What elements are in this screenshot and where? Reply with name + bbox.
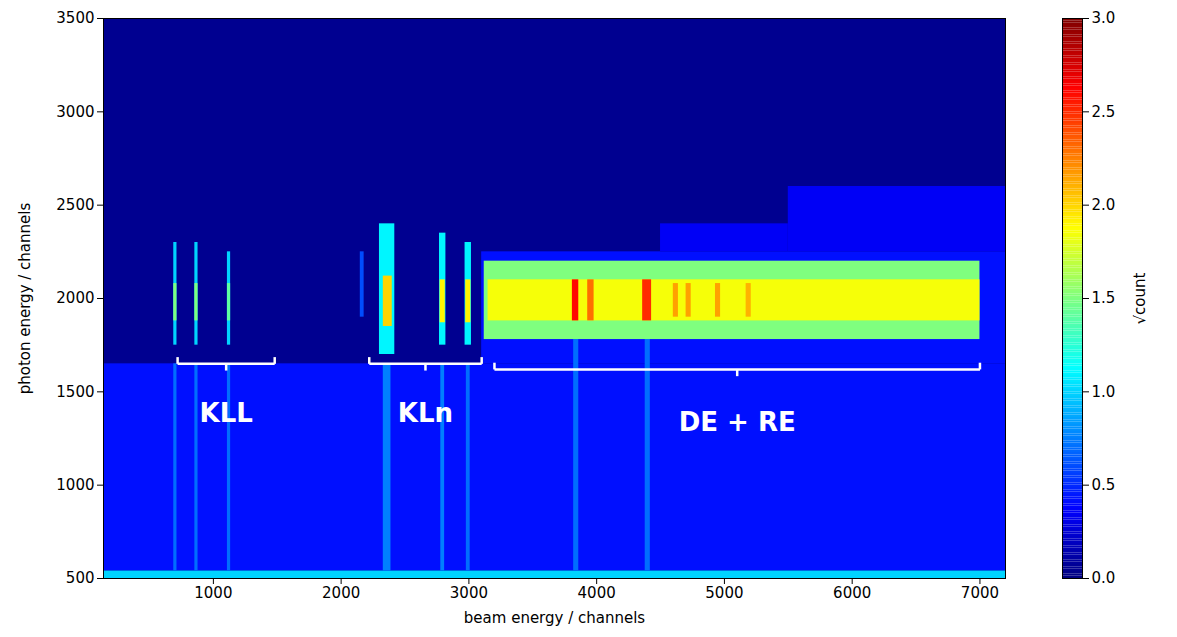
svg-text:6000: 6000 <box>833 584 871 602</box>
svg-text:2500: 2500 <box>56 196 94 214</box>
svg-text:1.5: 1.5 <box>1092 289 1116 307</box>
svg-text:photon energy / channels: photon energy / channels <box>16 203 34 395</box>
svg-text:500: 500 <box>66 569 95 587</box>
svg-text:2.5: 2.5 <box>1092 103 1116 121</box>
svg-text:2.0: 2.0 <box>1092 196 1116 214</box>
svg-text:DE + RE: DE + RE <box>679 407 796 437</box>
svg-text:2000: 2000 <box>322 584 360 602</box>
svg-text:0.5: 0.5 <box>1092 476 1116 494</box>
svg-text:5000: 5000 <box>705 584 743 602</box>
svg-text:3000: 3000 <box>450 584 488 602</box>
svg-text:2000: 2000 <box>56 289 94 307</box>
svg-text:1000: 1000 <box>56 476 94 494</box>
svg-text:KLn: KLn <box>398 398 453 428</box>
svg-text:1.0: 1.0 <box>1092 383 1116 401</box>
svg-text:1500: 1500 <box>56 383 94 401</box>
svg-text:0.0: 0.0 <box>1092 569 1116 587</box>
svg-text:4000: 4000 <box>578 584 616 602</box>
svg-text:KLL: KLL <box>200 398 253 428</box>
svg-text:3500: 3500 <box>56 9 94 27</box>
svg-text:7000: 7000 <box>961 584 999 602</box>
svg-text:3000: 3000 <box>56 103 94 121</box>
svg-text:1000: 1000 <box>194 584 232 602</box>
svg-text:√count: √count <box>1131 272 1149 324</box>
svg-text:3.0: 3.0 <box>1092 9 1116 27</box>
svg-text:beam energy / channels: beam energy / channels <box>464 609 646 627</box>
